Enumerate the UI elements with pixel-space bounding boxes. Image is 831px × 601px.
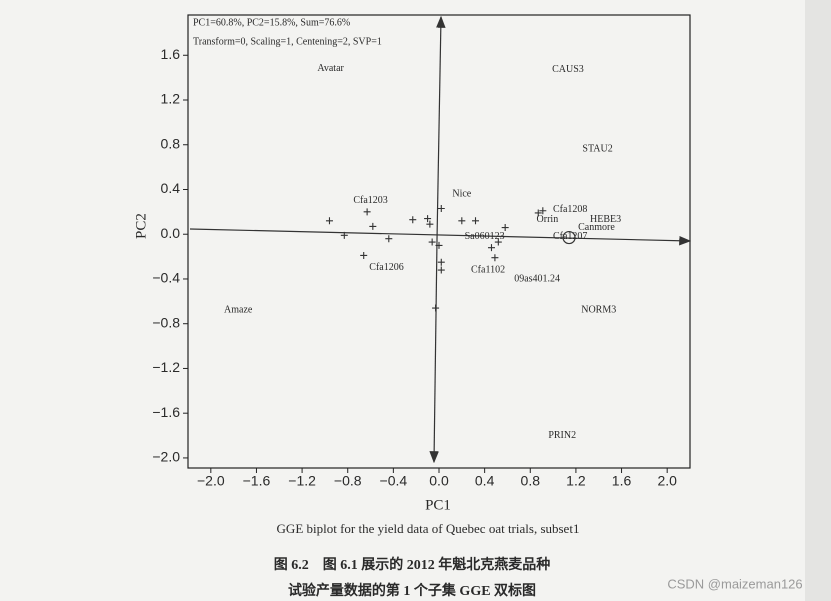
point-label: Amaze xyxy=(224,305,253,316)
watermark: CSDN @maizeman126 xyxy=(667,576,802,591)
annotation: PC1=60.8%, PC2=15.8%, Sum=76.6% xyxy=(193,17,350,28)
y-tick-label: −1.2 xyxy=(152,359,180,375)
y-axis-label: PC2 xyxy=(133,213,149,239)
point-cross xyxy=(428,238,436,246)
point-cross xyxy=(437,205,445,213)
point-cross xyxy=(437,258,445,266)
point-cross xyxy=(424,215,432,223)
point-label: Nice xyxy=(452,188,471,199)
aec-ordinate-down xyxy=(429,239,439,464)
y-tick-label: 0.8 xyxy=(161,135,181,151)
point-cross xyxy=(426,220,434,228)
y-tick-label: −2.0 xyxy=(152,449,180,465)
point-label: 09as401.24 xyxy=(514,273,560,284)
x-tick-label: −0.4 xyxy=(380,473,408,489)
point-cross xyxy=(325,217,333,225)
point-cross xyxy=(501,224,509,232)
x-tick-label: −2.0 xyxy=(197,473,225,489)
x-tick-label: 0.4 xyxy=(475,473,495,489)
point-label: Cfa1102 xyxy=(471,264,505,275)
point-cross xyxy=(472,217,480,225)
point-cross xyxy=(435,241,443,249)
point-label: Orrin xyxy=(537,214,559,225)
point-label: Cfa1203 xyxy=(353,195,387,206)
x-tick-label: 2.0 xyxy=(657,473,677,489)
point-cross xyxy=(360,251,368,259)
point-label: STAU2 xyxy=(582,144,612,155)
plot-frame xyxy=(187,14,691,469)
x-tick-label: 1.6 xyxy=(612,473,632,489)
point-cross xyxy=(539,207,547,215)
figure-caption: 试验产量数据的第 1 个子集 GGE 双标图 xyxy=(288,582,536,599)
point-cross xyxy=(437,266,445,274)
point-label: Cfa1208 xyxy=(553,204,587,215)
point-cross xyxy=(409,216,417,224)
y-tick-label: −1.6 xyxy=(152,404,180,420)
x-axis-label: PC1 xyxy=(425,497,451,513)
point-cross xyxy=(534,209,542,217)
point-cross xyxy=(363,208,371,216)
x-tick-label: −1.6 xyxy=(243,473,271,489)
y-tick-label: −0.4 xyxy=(152,270,180,286)
average-environment xyxy=(562,230,576,245)
point-cross xyxy=(458,217,466,225)
page-edge xyxy=(805,0,831,601)
point-label: Avatar xyxy=(317,63,344,74)
point-cross xyxy=(432,304,440,312)
point-label: NORM3 xyxy=(581,305,616,316)
x-tick-label: 0.8 xyxy=(521,473,541,489)
point-label: CAUS3 xyxy=(552,64,584,75)
caption: GGE biplot for the yield data of Quebec … xyxy=(277,521,580,536)
point-cross xyxy=(494,238,502,246)
y-tick-label: −0.8 xyxy=(152,314,180,330)
annotation: Transform=0, Scaling=1, Centening=2, SVP… xyxy=(193,36,382,47)
y-tick-label: 1.6 xyxy=(161,46,181,62)
y-tick-label: 0.4 xyxy=(161,180,181,196)
point-label: HEBE3 xyxy=(590,214,621,225)
point-cross xyxy=(385,235,393,243)
point-cross xyxy=(487,244,495,252)
aec-abscissa xyxy=(189,228,692,246)
point-label: Cfa1206 xyxy=(369,262,403,273)
point-label: Canmore xyxy=(578,222,615,233)
y-tick-label: 0.0 xyxy=(161,225,181,241)
y-tick-label: 1.2 xyxy=(161,91,181,107)
x-tick-label: 1.2 xyxy=(566,473,586,489)
point-cross xyxy=(369,222,377,230)
point-label: PRIN2 xyxy=(548,430,576,441)
x-tick-label: −1.2 xyxy=(288,473,316,489)
x-tick-label: −0.8 xyxy=(334,473,362,489)
point-cross xyxy=(340,231,348,239)
point-label: Cfa1207 xyxy=(553,231,587,242)
point-cross xyxy=(491,254,499,262)
figure-caption: 图 6.2 图 6.1 展示的 2012 年魁北克燕麦品种 xyxy=(274,556,551,573)
aec-ordinate-up xyxy=(436,15,446,241)
x-tick-label: 0.0 xyxy=(429,473,449,489)
point-label: Sa060123 xyxy=(465,231,505,242)
